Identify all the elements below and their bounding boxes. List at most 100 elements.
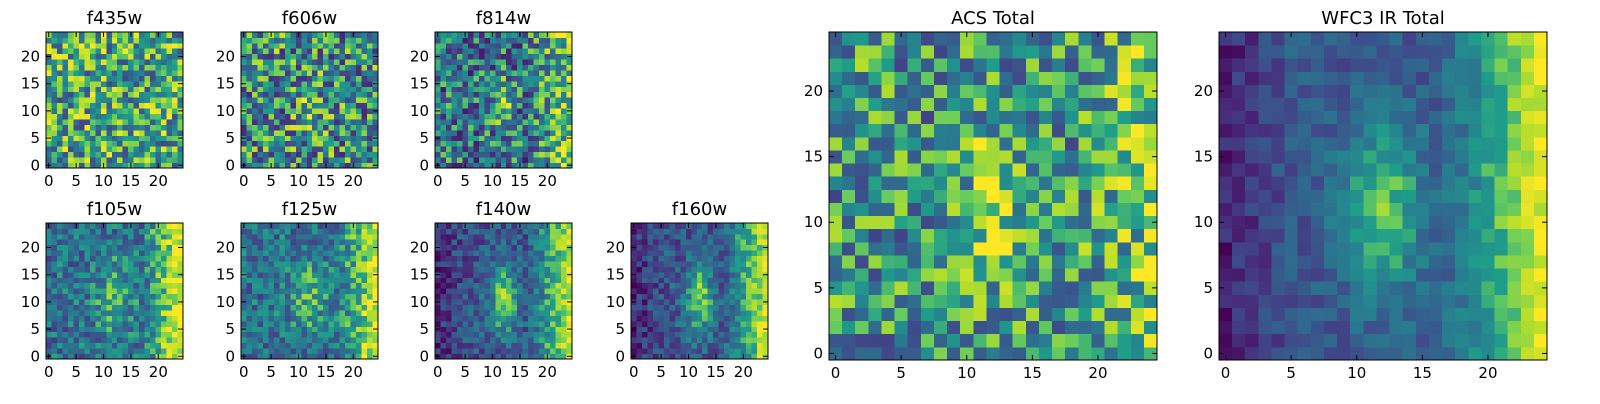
heatmap-cell — [246, 321, 252, 327]
heatmap-cell — [167, 97, 173, 103]
heatmap-cell — [506, 43, 512, 49]
heatmap-cell — [545, 305, 551, 311]
heatmap-cell — [134, 315, 140, 321]
heatmap-cell — [539, 76, 545, 82]
heatmap-cell — [73, 124, 79, 130]
heatmap-cell — [702, 305, 708, 311]
heatmap-cell — [312, 337, 318, 343]
heatmap-cell — [356, 326, 362, 332]
heatmap-cell — [367, 283, 373, 289]
heatmap-cell — [473, 245, 479, 251]
heatmap-cell — [285, 326, 291, 332]
heatmap-cell — [112, 321, 118, 327]
heatmap-cell — [757, 310, 763, 316]
heatmap-cell — [545, 343, 551, 349]
heatmap-cell — [351, 228, 357, 234]
heatmap-cell — [457, 294, 463, 300]
heatmap-cell — [1013, 268, 1027, 282]
heatmap-cell — [252, 70, 258, 76]
heatmap-cell — [172, 267, 178, 273]
heatmap-cell — [139, 256, 145, 262]
heatmap-cell — [329, 256, 335, 262]
heatmap-cell — [117, 70, 123, 76]
heatmap-cell — [719, 299, 725, 305]
heatmap-cell — [440, 261, 446, 267]
heatmap-cell — [323, 152, 329, 158]
heatmap-cell — [123, 114, 129, 120]
heatmap-cell — [95, 305, 101, 311]
heatmap-cell — [484, 97, 490, 103]
heatmap-cell — [161, 332, 167, 338]
heatmap-cell — [528, 277, 534, 283]
heatmap-cell — [57, 234, 63, 240]
heatmap-cell — [334, 37, 340, 43]
heatmap-cell — [268, 310, 274, 316]
heatmap-cell — [479, 157, 485, 163]
heatmap-cell — [523, 315, 529, 321]
heatmap-cell — [318, 97, 324, 103]
heatmap-cell — [46, 288, 52, 294]
heatmap-cell — [881, 255, 895, 269]
heatmap-cell — [451, 86, 457, 92]
heatmap-cell — [523, 81, 529, 87]
heatmap-cell — [446, 76, 452, 82]
heatmap-cell — [539, 299, 545, 305]
heatmap-cell — [161, 157, 167, 163]
heatmap-cell — [556, 261, 562, 267]
heatmap-cell — [241, 48, 247, 54]
heatmap-cell — [285, 321, 291, 327]
heatmap-cell — [539, 59, 545, 65]
heatmap-cell — [561, 332, 567, 338]
heatmap-cell — [523, 337, 529, 343]
heatmap-cell — [490, 326, 496, 332]
heatmap-cell — [57, 348, 63, 354]
heatmap-cell — [658, 337, 664, 343]
heatmap-cell — [161, 119, 167, 125]
heatmap-cell — [479, 294, 485, 300]
heatmap-cell — [117, 86, 123, 92]
heatmap-cell — [73, 310, 79, 316]
heatmap-cell — [1091, 216, 1105, 230]
heatmap-cell — [664, 250, 670, 256]
heatmap-cell — [457, 337, 463, 343]
heatmap-cell — [167, 48, 173, 54]
heatmap-cell — [301, 256, 307, 262]
heatmap-cell — [79, 152, 85, 158]
heatmap-cell — [757, 332, 763, 338]
heatmap-cell — [534, 135, 540, 141]
heatmap-cell — [252, 267, 258, 273]
heatmap-cell — [1000, 189, 1014, 203]
heatmap-cell — [501, 54, 507, 60]
heatmap-cell — [101, 310, 107, 316]
heatmap-cell — [451, 348, 457, 354]
heatmap-cell — [356, 70, 362, 76]
heatmap-cell — [323, 256, 329, 262]
heatmap-cell — [842, 268, 856, 282]
heatmap-cell — [117, 157, 123, 163]
heatmap-cell — [842, 347, 856, 361]
heatmap-cell — [947, 334, 961, 348]
heatmap-cell — [307, 81, 313, 87]
heatmap-cell — [669, 267, 675, 273]
heatmap-cell — [724, 315, 730, 321]
heatmap-cell — [274, 315, 280, 321]
heatmap-cell — [274, 305, 280, 311]
x-tick-label: 20 — [538, 172, 557, 190]
heatmap-cell — [362, 337, 368, 343]
heatmap-cell — [134, 343, 140, 349]
heatmap-cell — [680, 321, 686, 327]
x-tick-label: 5 — [266, 363, 276, 381]
heatmap-cell — [435, 310, 441, 316]
y-tick-label: 20 — [21, 47, 40, 65]
heatmap-cells — [631, 223, 768, 359]
heatmap-cell — [934, 229, 948, 243]
heatmap-cell — [506, 48, 512, 54]
heatmap-cell — [73, 315, 79, 321]
heatmap-cell — [484, 130, 490, 136]
heatmap-cell — [329, 310, 335, 316]
heatmap-cell — [79, 92, 85, 98]
y-tick-label: 20 — [606, 238, 625, 256]
heatmap-cell — [561, 294, 567, 300]
heatmap-cell — [117, 48, 123, 54]
heatmap-cell — [462, 103, 468, 109]
